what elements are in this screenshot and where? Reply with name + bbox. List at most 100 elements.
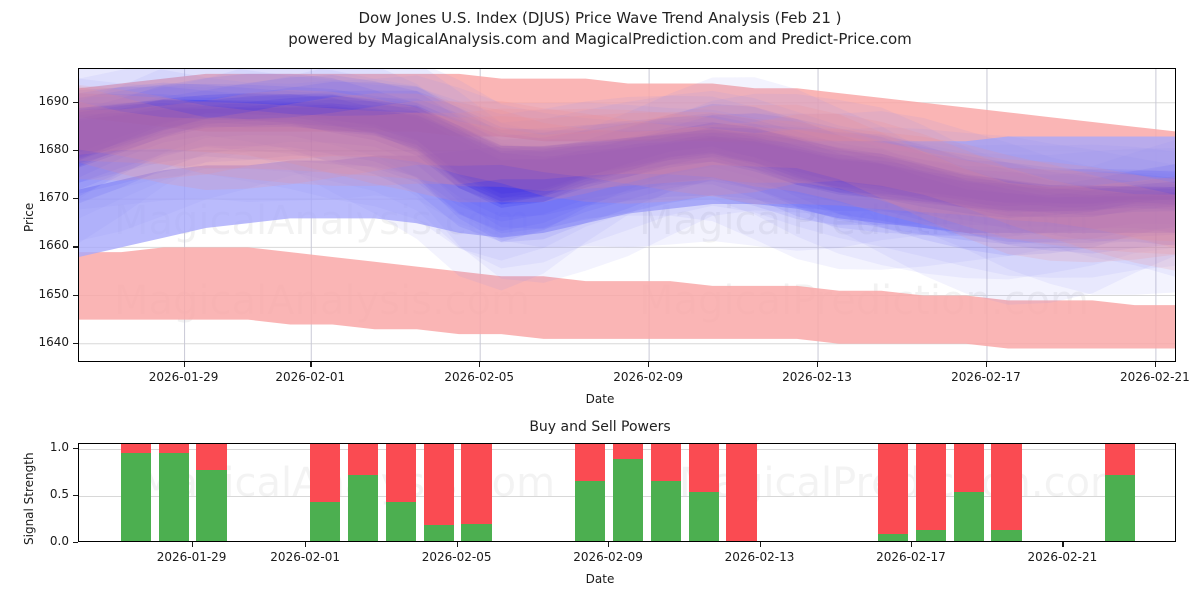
- y-tick-label: 1640: [38, 334, 69, 349]
- blue-wave-fan: [79, 69, 1175, 305]
- y-tick-label: 1680: [38, 141, 69, 156]
- page-subtitle: powered by MagicalAnalysis.com and Magic…: [288, 30, 912, 48]
- signal-bar[interactable]: [877, 444, 909, 541]
- signal-bar[interactable]: [158, 444, 189, 541]
- x-tick-label: 2026-02-17: [876, 550, 946, 564]
- signal-bar[interactable]: [991, 444, 1022, 541]
- blue-wave-fan: [79, 86, 1175, 237]
- x-tick-mark: [608, 542, 610, 547]
- signal-bar[interactable]: [423, 444, 454, 541]
- blue-wave-fan: [79, 69, 1175, 278]
- buy-power-segment: [461, 524, 492, 541]
- blue-wave-fan: [79, 73, 1175, 256]
- x-tick-mark: [817, 362, 819, 367]
- y-tick-label: 1.0: [49, 439, 69, 454]
- y-tick-mark: [73, 342, 78, 345]
- x-tick-label: 2026-02-13: [782, 370, 852, 384]
- buy-power-segment: [915, 530, 947, 541]
- signal-bar[interactable]: [688, 444, 719, 541]
- sell-power-segment: [120, 444, 151, 453]
- signal-bar[interactable]: [612, 444, 644, 541]
- blue-wave-fan: [79, 69, 1175, 295]
- blue-wave-fan: [79, 69, 1175, 277]
- y-tick-mark: [73, 149, 78, 152]
- blue-core-wave: [79, 99, 1175, 213]
- signal-bar[interactable]: [385, 444, 416, 541]
- y-tick-mark: [73, 101, 78, 104]
- price-x-axis-label: Date: [585, 392, 615, 406]
- sell-power-segment: [612, 444, 644, 459]
- buy-power-segment: [120, 452, 151, 541]
- blue-wave-fan: [79, 83, 1175, 243]
- power-y-axis-label: Signal Strength: [22, 452, 36, 545]
- red-wave-fan: [79, 86, 1175, 249]
- price-y-axis-label: Price: [22, 202, 36, 232]
- x-tick-mark: [183, 362, 185, 367]
- buy-power-segment: [423, 525, 454, 541]
- blue-wave-fan: [79, 90, 1175, 233]
- x-tick-mark: [648, 362, 650, 367]
- signal-bar[interactable]: [120, 444, 151, 541]
- signal-bar[interactable]: [1105, 444, 1136, 541]
- red-upper-band: [79, 73, 1175, 209]
- sell-power-segment: [385, 444, 416, 503]
- buy-power-segment: [650, 480, 681, 541]
- signal-bar[interactable]: [915, 444, 947, 541]
- chart-title-block: Dow Jones U.S. Index (DJUS) Price Wave T…: [0, 8, 1200, 50]
- y-tick-mark: [73, 294, 78, 296]
- signal-bar[interactable]: [309, 444, 341, 541]
- buy-power-segment: [574, 480, 606, 541]
- x-tick-mark: [910, 542, 913, 547]
- blue-wave-fan: [79, 82, 1175, 245]
- blue-wave-fan: [79, 69, 1175, 280]
- blue-wave-fan: [79, 69, 1175, 270]
- signal-bar[interactable]: [461, 444, 492, 541]
- sell-power-segment: [915, 444, 947, 531]
- y-tick-mark: [73, 447, 78, 449]
- blue-wave-fan: [79, 81, 1175, 246]
- blue-mid-band: [79, 136, 1175, 257]
- x-tick-mark: [479, 362, 481, 367]
- x-tick-label: 2026-02-21: [1027, 550, 1098, 564]
- x-tick-mark: [1062, 542, 1064, 547]
- signal-bar[interactable]: [196, 444, 227, 541]
- sell-power-segment: [158, 444, 189, 453]
- signal-bar[interactable]: [953, 444, 984, 541]
- x-tick-label: 2026-02-13: [724, 550, 795, 564]
- blue-core-wave: [79, 99, 1175, 210]
- x-tick-mark: [310, 362, 312, 367]
- buy-power-segment: [991, 530, 1022, 541]
- x-tick-label: 2026-02-01: [270, 550, 341, 564]
- y-tick-label: 0.0: [49, 534, 69, 548]
- y-tick-mark: [73, 542, 78, 544]
- buy-sell-title: Buy and Sell Powers: [529, 419, 671, 435]
- red-lower-band: [79, 247, 1175, 349]
- signal-bar[interactable]: [574, 444, 606, 541]
- red-wave-fan: [79, 85, 1175, 242]
- blue-core-wave: [79, 95, 1175, 216]
- sell-power-segment: [574, 444, 606, 481]
- x-tick-label: 2026-02-05: [421, 550, 492, 564]
- buy-power-segment: [347, 474, 379, 541]
- sell-power-segment: [196, 444, 227, 470]
- signal-bar[interactable]: [650, 444, 681, 541]
- blue-core-wave: [79, 94, 1175, 218]
- signal-bar[interactable]: [347, 444, 379, 541]
- power-x-axis-label: Date: [585, 572, 615, 586]
- y-tick-mark: [73, 494, 78, 497]
- signal-bar[interactable]: [726, 444, 757, 541]
- x-tick-label: 2026-02-17: [951, 370, 1021, 384]
- x-tick-label: 2026-01-29: [148, 370, 219, 384]
- red-wave-fan: [79, 93, 1175, 255]
- buy-power-segment: [688, 491, 719, 541]
- y-tick-mark: [73, 246, 78, 248]
- buy-power-segment: [196, 469, 227, 541]
- sell-power-segment: [423, 444, 454, 526]
- y-tick-label: 1670: [38, 190, 69, 205]
- x-tick-label: 2026-02-09: [613, 370, 683, 384]
- buy-power-segment: [309, 502, 341, 541]
- x-tick-mark: [985, 362, 988, 367]
- blue-core-wave: [79, 100, 1175, 212]
- blue-wave-fan: [79, 74, 1175, 254]
